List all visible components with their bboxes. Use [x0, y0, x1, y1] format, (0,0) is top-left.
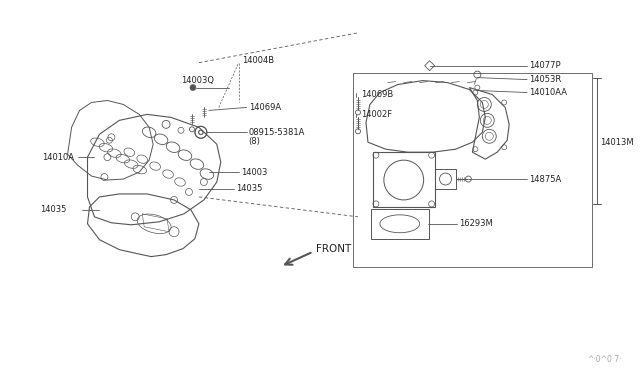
Text: 16293M: 16293M — [460, 219, 493, 228]
Text: 14077P: 14077P — [529, 61, 561, 70]
Text: 08915-5381A: 08915-5381A — [248, 128, 305, 137]
Text: ^·0^0·7·: ^·0^0·7· — [587, 355, 621, 363]
Bar — [373, 152, 435, 207]
Text: 14069A: 14069A — [248, 103, 281, 112]
Text: 14035: 14035 — [40, 205, 66, 214]
Bar — [353, 73, 592, 267]
Text: 14002F: 14002F — [361, 110, 392, 119]
Bar — [371, 209, 429, 239]
Text: 14053R: 14053R — [529, 75, 561, 84]
Text: (8): (8) — [248, 137, 260, 146]
Text: 14069B: 14069B — [361, 90, 393, 99]
Text: 14003Q: 14003Q — [181, 76, 214, 85]
Text: FRONT: FRONT — [316, 244, 351, 254]
Bar — [435, 169, 456, 189]
Text: 14010A: 14010A — [42, 153, 74, 162]
Text: 14013M: 14013M — [600, 138, 634, 147]
Text: 14004B: 14004B — [242, 56, 274, 65]
Text: 14875A: 14875A — [529, 174, 561, 183]
Text: 14003: 14003 — [241, 167, 267, 177]
Circle shape — [190, 84, 196, 90]
Text: 14010AA: 14010AA — [529, 88, 567, 97]
Text: 14035: 14035 — [236, 185, 262, 193]
